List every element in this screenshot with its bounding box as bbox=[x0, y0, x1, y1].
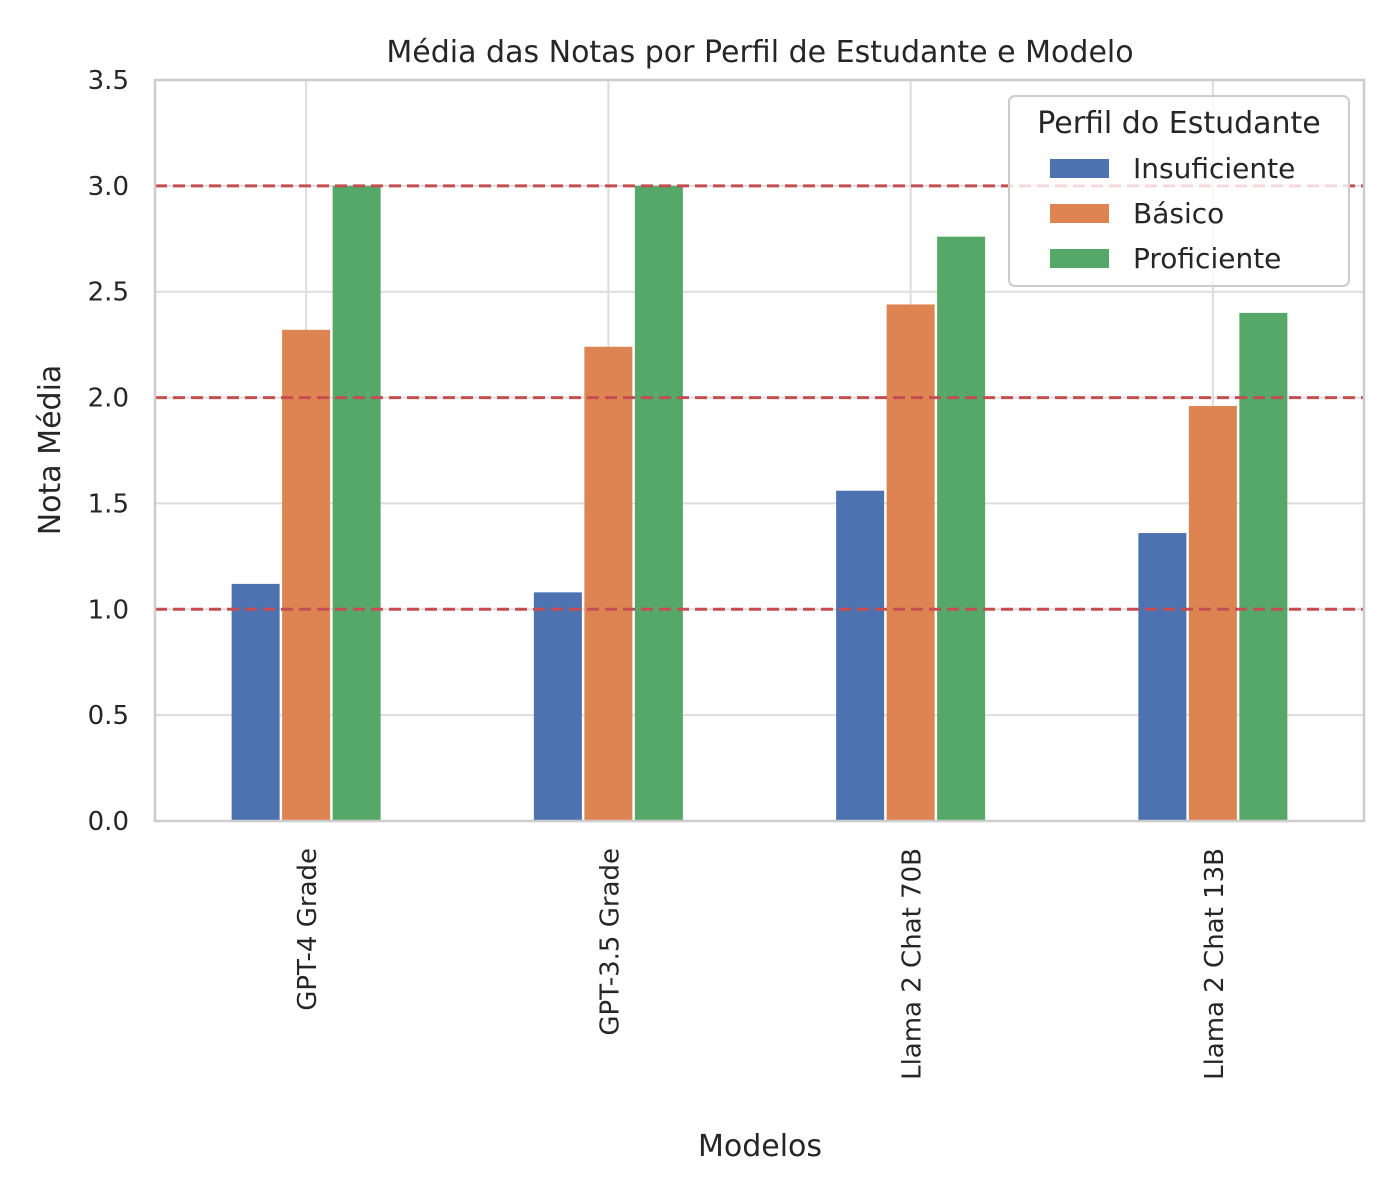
y-tick-label: 2.5 bbox=[88, 278, 129, 308]
y-tick-label: 0.0 bbox=[88, 807, 129, 837]
x-tick-label: Llama 2 Chat 70B bbox=[898, 848, 928, 1080]
legend-label: Insuficiente bbox=[1133, 152, 1295, 185]
bar bbox=[282, 329, 331, 821]
y-tick-label: 3.0 bbox=[88, 172, 129, 202]
bar bbox=[584, 346, 633, 821]
x-tick-label: Llama 2 Chat 13B bbox=[1200, 848, 1230, 1080]
y-axis-label: Nota Média bbox=[33, 365, 68, 536]
bar bbox=[1138, 533, 1187, 821]
legend-label: Básico bbox=[1133, 197, 1224, 230]
bars bbox=[231, 185, 1288, 822]
chart-title: Média das Notas por Perfil de Estudante … bbox=[386, 35, 1133, 70]
reference-lines bbox=[155, 184, 1364, 611]
bar bbox=[533, 592, 582, 821]
y-axis-ticks: 0.0 0.5 1.0 1.5 2.0 2.5 3.0 3.5 bbox=[88, 66, 129, 837]
bar bbox=[231, 583, 280, 821]
bar bbox=[836, 490, 885, 821]
y-tick-label: 3.5 bbox=[88, 66, 129, 96]
bar bbox=[886, 304, 935, 822]
legend-title: Perfil do Estudante bbox=[1037, 106, 1321, 141]
legend-box bbox=[1008, 95, 1350, 287]
legend: Perfil do Estudante Insuficiente Básico Pr… bbox=[1008, 95, 1350, 287]
legend-items: Insuficiente Básico Proficiente bbox=[1050, 152, 1295, 275]
bar bbox=[332, 185, 381, 821]
legend-label: Proficiente bbox=[1133, 242, 1281, 275]
y-tick-label: 2.0 bbox=[88, 384, 129, 414]
y-tick-label: 1.5 bbox=[88, 489, 129, 519]
legend-swatch bbox=[1050, 204, 1109, 223]
bar bbox=[1239, 312, 1288, 821]
x-axis-ticks: GPT-4 Grade GPT-3.5 Grade Llama 2 Chat 70B… bbox=[293, 848, 1230, 1080]
x-tick-label: GPT-3.5 Grade bbox=[595, 848, 625, 1036]
y-tick-label: 0.5 bbox=[88, 701, 129, 731]
legend-swatch bbox=[1050, 249, 1109, 268]
bar bbox=[1188, 406, 1237, 821]
y-tick-label: 1.0 bbox=[88, 595, 129, 625]
plot-frame bbox=[153, 78, 1366, 823]
x-axis-label: Modelos bbox=[698, 1129, 822, 1164]
bar bbox=[634, 185, 683, 821]
x-tick-label: GPT-4 Grade bbox=[293, 848, 323, 1011]
bar bbox=[937, 236, 986, 821]
legend-swatch bbox=[1050, 159, 1109, 178]
